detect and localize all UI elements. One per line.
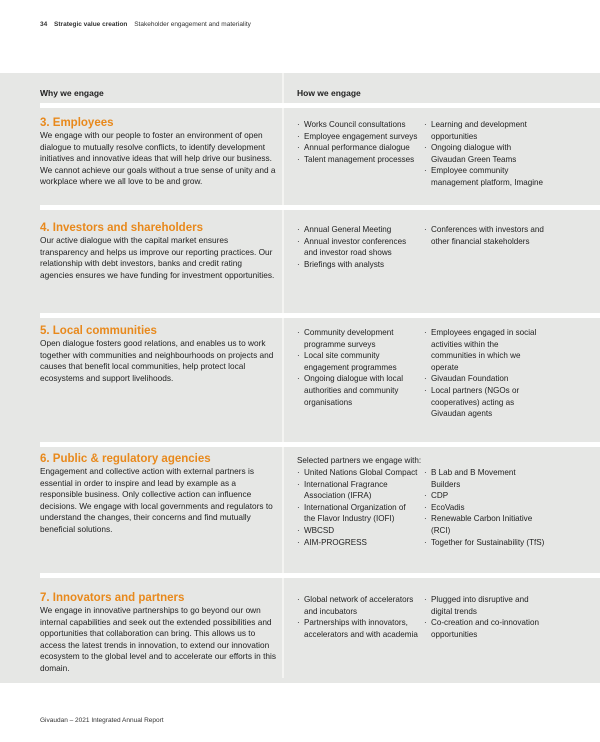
why-cell: 4. Investors and shareholders Our active… (40, 222, 276, 281)
engagement-item: WBCSD (297, 525, 419, 537)
stakeholder-title: 4. Investors and shareholders (40, 222, 203, 234)
stakeholder-title: 3. Employees (40, 117, 114, 129)
engagement-item: Annual General Meeting (297, 224, 419, 236)
why-cell: 5. Local communities Open dialogue foste… (40, 325, 276, 384)
why-cell: 3. Employees We engage with our people t… (40, 117, 276, 188)
stakeholder-title: 5. Local communities (40, 325, 157, 337)
engagement-item: Annual investor conferences and investor… (297, 236, 419, 259)
engagement-item: International Fragrance Association (IFR… (297, 479, 419, 502)
subsection-title: Stakeholder engagement and materiality (134, 21, 251, 28)
engagement-item: Ongoing dialogue with local authorities … (297, 373, 419, 408)
why-cell: 7. Innovators and partners We engage in … (40, 592, 276, 675)
engagement-item: Together for Sustainability (TfS) (424, 537, 546, 549)
engagement-list: Community development programme surveysL… (297, 327, 419, 408)
engagement-item: B Lab and B Movement Builders (424, 467, 546, 490)
engagement-item: Employee community management platform, … (424, 165, 546, 188)
engagement-item: Works Council consultations (297, 119, 419, 131)
engagement-list: Works Council consultationsEmployee enga… (297, 119, 419, 165)
engagement-list: Learning and development opportunitiesOn… (424, 119, 546, 189)
engagement-item: CDP (424, 490, 546, 502)
separator (40, 573, 600, 578)
stakeholder-description: We engage in innovative partnerships to … (40, 605, 276, 673)
page-number: 34 (40, 21, 48, 28)
engagement-item: Partnerships with innovators, accelerato… (297, 617, 419, 640)
engagement-item: Conferences with investors and other fin… (424, 224, 546, 247)
column-divider (282, 73, 284, 678)
engagement-item: AIM-PROGRESS (297, 537, 419, 549)
engagement-item: Employee engagement surveys (297, 131, 419, 143)
engagement-item: Briefings with analysts (297, 259, 419, 271)
engagement-item: Local partners (NGOs or cooperatives) ac… (424, 385, 546, 420)
how-header: How we engage (297, 88, 361, 98)
engagement-list: Annual General MeetingAnnual investor co… (297, 224, 419, 270)
engagement-list: Employees engaged in social activities w… (424, 327, 546, 420)
stakeholder-title: 6. Public & regulatory agencies (40, 453, 211, 465)
engagement-item: Employees engaged in social activities w… (424, 327, 546, 373)
engagement-item: Global network of accelerators and incub… (297, 594, 419, 617)
engagement-item: Ongoing dialogue with Givaudan Green Tea… (424, 142, 546, 165)
engagement-item: Community development programme surveys (297, 327, 419, 350)
stakeholder-description: Our active dialogue with the capital mar… (40, 235, 275, 280)
separator (40, 313, 600, 318)
section-title: Strategic value creation (54, 21, 128, 28)
partners-intro: Selected partners we engage with: (297, 456, 422, 465)
separator (40, 205, 600, 210)
engagement-item: Co-creation and co-innovation opportunit… (424, 617, 546, 640)
engagement-item: Plugged into disruptive and digital tren… (424, 594, 546, 617)
engagement-list: Plugged into disruptive and digital tren… (424, 594, 546, 640)
engagement-list: Conferences with investors and other fin… (424, 224, 546, 247)
engagement-item: EcoVadis (424, 502, 546, 514)
engagement-item: Givaudan Foundation (424, 373, 546, 385)
engagement-item: Local site community engagement programm… (297, 350, 419, 373)
stakeholder-description: Open dialogue fosters good relations, an… (40, 338, 274, 383)
engagement-item: Talent management processes (297, 154, 419, 166)
separator (40, 442, 600, 447)
stakeholder-description: Engagement and collective action with ex… (40, 466, 273, 534)
engagement-item: International Organization of the Flavor… (297, 502, 419, 525)
why-header: Why we engage (40, 88, 104, 98)
footer: Givaudan – 2021 Integrated Annual Report (40, 717, 164, 724)
engagement-list: Global network of accelerators and incub… (297, 594, 419, 640)
engagement-list: B Lab and B Movement BuildersCDPEcoVadis… (424, 467, 546, 548)
engagement-item: Annual performance dialogue (297, 142, 419, 154)
separator (40, 103, 600, 108)
stakeholder-description: We engage with our people to foster an e… (40, 130, 276, 187)
running-header: 34 Strategic value creation Stakeholder … (40, 21, 251, 28)
engagement-item: Learning and development opportunities (424, 119, 546, 142)
engagement-item: Renewable Carbon Initiative (RCI) (424, 513, 546, 536)
engagement-list: United Nations Global CompactInternation… (297, 467, 419, 548)
stakeholder-title: 7. Innovators and partners (40, 592, 185, 604)
why-cell: 6. Public & regulatory agencies Engageme… (40, 453, 276, 536)
engagement-item: United Nations Global Compact (297, 467, 419, 479)
